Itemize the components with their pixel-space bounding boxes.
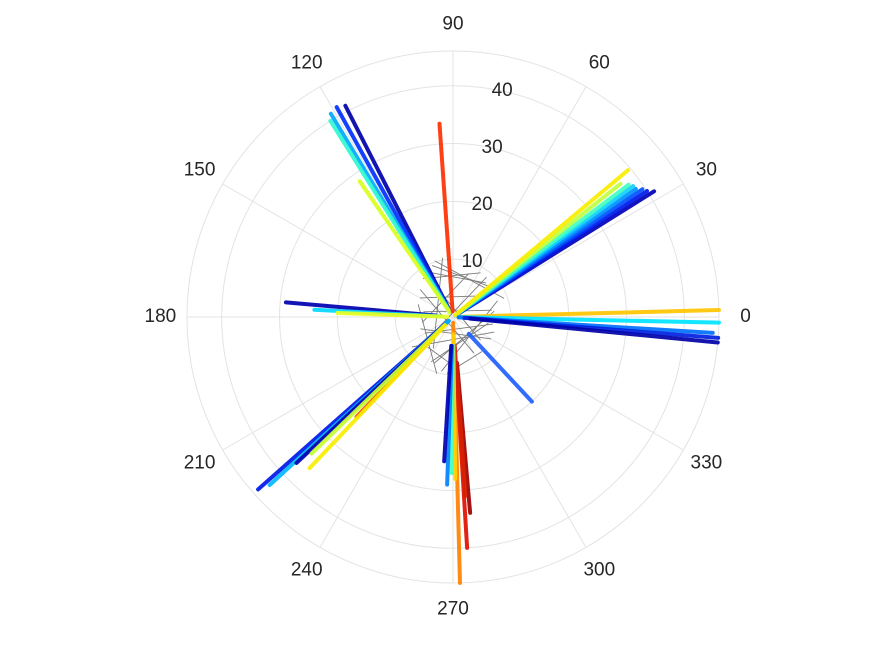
data-ray xyxy=(456,308,721,319)
radial-tick-labels: 10 20 30 40 xyxy=(461,80,512,272)
angular-grid-spoke xyxy=(319,316,454,548)
angle-tick-label: 180 xyxy=(145,306,177,327)
data-ray xyxy=(468,316,720,345)
data-ray xyxy=(437,121,455,314)
angle-tick-label: 90 xyxy=(442,13,463,34)
angle-tick-labels: 0 30 60 90 120 150 180 210 240 270 300 330 xyxy=(145,13,751,619)
data-ray xyxy=(453,168,630,318)
angle-tick-label: 120 xyxy=(291,53,323,74)
data-rays xyxy=(256,103,721,585)
angle-tick-label: 0 xyxy=(740,306,751,327)
angle-tick-label: 330 xyxy=(691,452,723,473)
angular-grid-spoke xyxy=(222,183,454,318)
connector-line xyxy=(420,328,492,340)
radial-tick-label: 40 xyxy=(492,80,513,101)
data-ray xyxy=(307,323,448,471)
angle-tick-label: 150 xyxy=(184,160,216,181)
connector-line xyxy=(426,271,487,284)
radial-tick-label: 10 xyxy=(461,251,482,272)
data-ray xyxy=(335,310,450,319)
angle-tick-label: 240 xyxy=(291,559,323,580)
data-ray xyxy=(442,343,454,464)
angular-grid-spoke xyxy=(452,316,684,451)
angle-tick-label: 30 xyxy=(696,160,717,181)
radial-tick-label: 30 xyxy=(482,137,503,158)
connector-line xyxy=(430,322,489,363)
angular-grid-spoke xyxy=(222,316,454,451)
radial-tick-label: 20 xyxy=(472,194,493,215)
data-ray xyxy=(454,361,468,498)
angular-grid-spoke xyxy=(452,86,587,318)
angle-tick-label: 210 xyxy=(184,452,216,473)
angle-tick-label: 60 xyxy=(589,53,610,74)
data-ray xyxy=(357,179,452,315)
angle-tick-label: 270 xyxy=(437,599,469,620)
connector-line xyxy=(432,265,496,289)
polar-grid xyxy=(186,50,720,584)
data-ray xyxy=(466,331,534,404)
angle-tick-label: 300 xyxy=(583,559,615,580)
